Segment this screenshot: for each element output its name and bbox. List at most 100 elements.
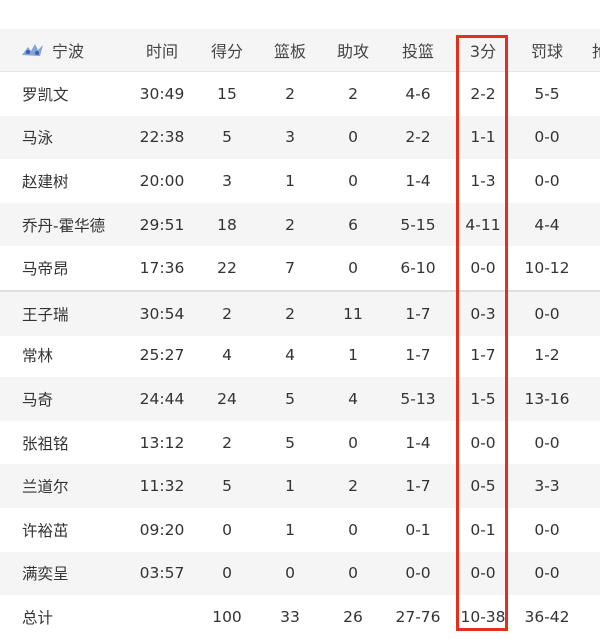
player-row: 马泳 22:38 5 3 0 2-2 1-1 0-0	[0, 115, 600, 160]
player-row: 赵建树 20:00 3 1 0 1-4 1-3 0-0	[0, 159, 600, 203]
stat-reb: 3	[285, 128, 295, 147]
stat-reb: 7	[285, 259, 295, 278]
stat-tp: 4-11	[465, 215, 501, 234]
player-name[interactable]: 许裕茁	[22, 521, 69, 540]
stat-ast: 1	[348, 346, 358, 365]
player-row: 罗凯文 30:49 15 2 2 4-6 2-2 5-5	[0, 72, 600, 116]
stat-fg: 27-76	[395, 607, 441, 626]
stat-pts: 15	[217, 84, 237, 103]
stat-pts: 0	[222, 564, 232, 583]
stat-tp: 10-38	[460, 607, 506, 626]
stat-ft: 0-0	[534, 171, 560, 190]
stat-ft: 0-0	[534, 128, 560, 147]
stat-ft: 0-0	[534, 304, 560, 323]
player-name[interactable]: 满奕呈	[22, 565, 69, 584]
player-name[interactable]: 赵建树	[22, 172, 69, 191]
player-row: 张祖铭 13:12 2 5 0 1-4 0-0 0-0	[0, 421, 600, 465]
player-name[interactable]: 马帝昂	[22, 260, 69, 279]
stat-fg: 2-2	[405, 128, 431, 147]
total-row: 总计 100 33 26 27-76 10-38 36-42	[0, 595, 600, 639]
stat-ft: 0-0	[534, 433, 560, 452]
stat-ast: 0	[348, 564, 358, 583]
stat-ast: 2	[348, 84, 358, 103]
player-name[interactable]: 罗凯文	[22, 85, 69, 104]
player-name[interactable]: 兰道尔	[22, 478, 69, 497]
column-header[interactable]: 3分	[469, 42, 497, 61]
stat-min: 17:36	[139, 259, 185, 278]
stat-ft: 10-12	[524, 259, 570, 278]
stat-fg: 6-10	[400, 259, 436, 278]
player-row: 马奇 24:44 24 5 4 5-13 1-5 13-16	[0, 377, 600, 421]
stat-pts: 100	[212, 607, 242, 626]
stat-reb: 33	[280, 607, 300, 626]
stat-reb: 1	[285, 171, 295, 190]
stat-min: 25:27	[139, 346, 185, 365]
stat-tp: 1-3	[470, 171, 496, 190]
stat-tp: 0-0	[470, 433, 496, 452]
stat-ast: 4	[348, 389, 358, 408]
player-row: 许裕茁 09:20 0 1 0 0-1 0-1 0-0	[0, 508, 600, 552]
stat-min: 11:32	[139, 477, 185, 496]
stat-pts: 4	[222, 346, 232, 365]
player-name[interactable]: 常林	[22, 347, 54, 366]
stat-pts: 2	[222, 433, 232, 452]
stat-pts: 24	[217, 389, 237, 408]
stat-fg: 0-1	[405, 520, 431, 539]
player-name[interactable]: 马泳	[22, 129, 54, 148]
stat-pts: 22	[217, 259, 237, 278]
column-header[interactable]: 投篮	[401, 42, 434, 61]
player-name[interactable]: 王子瑞	[22, 305, 69, 324]
stat-fg: 5-15	[400, 215, 436, 234]
player-row: 乔丹-霍华德 29:51 18 2 6 5-15 4-11 4-4	[0, 202, 600, 247]
stat-min: 09:20	[139, 520, 185, 539]
three-point-column-highlight	[456, 35, 508, 631]
stat-pts: 5	[222, 477, 232, 496]
column-header[interactable]: 抢	[591, 42, 600, 61]
stat-ft: 3-3	[534, 477, 560, 496]
stat-ft: 4-4	[534, 215, 560, 234]
stat-fg: 5-13	[400, 389, 436, 408]
stat-ft: 5-5	[534, 84, 560, 103]
stat-reb: 1	[285, 477, 295, 496]
stat-pts: 2	[222, 304, 232, 323]
stat-min: 30:49	[139, 84, 185, 103]
stat-ast: 0	[348, 259, 358, 278]
stat-reb: 5	[285, 389, 295, 408]
player-row: 兰道尔 11:32 5 1 2 1-7 0-5 3-3	[0, 464, 600, 508]
stat-min: 22:38	[139, 128, 185, 147]
stat-tp: 2-2	[470, 84, 496, 103]
stat-pts: 0	[222, 520, 232, 539]
column-header[interactable]: 时间	[145, 42, 178, 61]
stat-fg: 1-7	[405, 346, 431, 365]
player-row: 王子瑞 30:54 2 2 11 1-7 0-3 0-0	[0, 290, 600, 336]
stat-fg: 1-4	[405, 433, 431, 452]
stat-tp: 0-0	[470, 564, 496, 583]
ningbo-team-logo-icon	[22, 44, 43, 56]
column-header[interactable]: 罚球	[530, 42, 563, 61]
stat-tp: 1-5	[470, 389, 496, 408]
stat-reb: 2	[285, 84, 295, 103]
stat-fg: 4-6	[405, 84, 431, 103]
player-name[interactable]: 张祖铭	[22, 434, 69, 453]
stat-ft: 0-0	[534, 564, 560, 583]
stat-tp: 0-1	[470, 520, 496, 539]
player-name[interactable]: 乔丹-霍华德	[22, 216, 106, 235]
stat-fg: 0-0	[405, 564, 431, 583]
stat-fg: 1-7	[405, 304, 431, 323]
stat-min: 13:12	[139, 433, 185, 452]
stat-ast: 0	[348, 520, 358, 539]
stat-pts: 18	[217, 215, 237, 234]
stat-ast: 26	[343, 607, 363, 626]
column-header[interactable]: 得分	[210, 42, 243, 61]
stat-reb: 0	[285, 564, 295, 583]
stat-tp: 1-1	[470, 128, 496, 147]
stat-pts: 5	[222, 128, 232, 147]
column-header[interactable]: 助攻	[336, 42, 369, 61]
stat-tp: 0-5	[470, 477, 496, 496]
stat-reb: 5	[285, 433, 295, 452]
player-name[interactable]: 马奇	[22, 390, 54, 409]
stat-tp: 0-3	[470, 304, 496, 323]
column-header[interactable]: 篮板	[273, 42, 306, 61]
stat-tp: 0-0	[470, 259, 496, 278]
stat-reb: 2	[285, 304, 295, 323]
